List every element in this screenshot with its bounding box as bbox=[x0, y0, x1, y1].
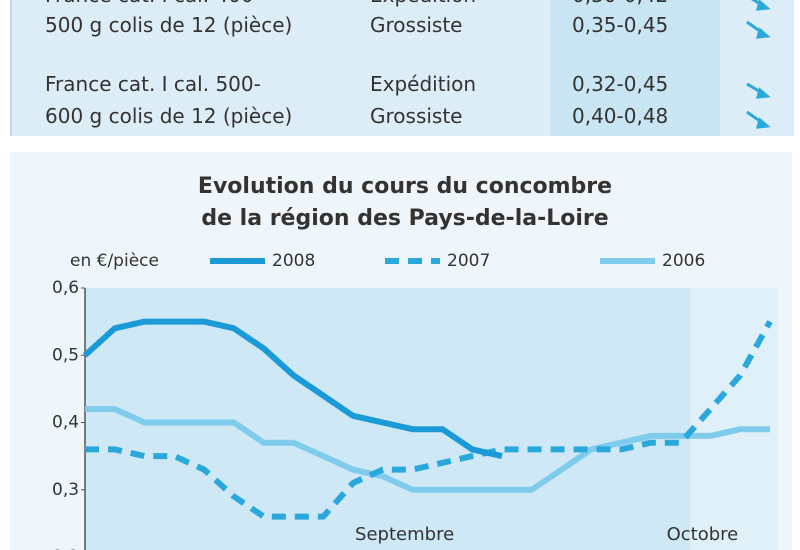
price: 0,35-0,45 bbox=[572, 13, 669, 37]
series-line bbox=[85, 406, 770, 493]
price: 0,32-0,45 bbox=[572, 72, 669, 96]
arrow-head bbox=[755, 27, 771, 39]
y-tick-label: 0,4 bbox=[52, 413, 79, 433]
stage: Expédition bbox=[370, 0, 476, 11]
price: 0,40-0,48 bbox=[572, 104, 669, 128]
plot-area bbox=[85, 288, 690, 550]
price-column bbox=[550, 0, 720, 136]
chart-title: de la région des Pays-de-la-Loire bbox=[201, 206, 608, 231]
y-tick-label: 0,2 bbox=[52, 547, 79, 550]
stage: Grossiste bbox=[370, 104, 463, 128]
legend-label: 2006 bbox=[662, 251, 705, 271]
y-tick-label: 0,6 bbox=[52, 278, 79, 298]
arrow-icons bbox=[746, 0, 771, 129]
x-tick-label: Octobre bbox=[667, 524, 739, 545]
trend-arrows bbox=[746, 0, 771, 129]
chart-title: Evolution du cours du concombre bbox=[198, 174, 612, 199]
product: France cat. I cal. 400- bbox=[45, 0, 261, 11]
price: 0,30-0,42 bbox=[572, 0, 668, 11]
legend-label: 2007 bbox=[447, 251, 490, 271]
product: 500 g colis de 12 (pièce) bbox=[45, 13, 293, 37]
price-table: France cat. I cal. 400- 500 g colis de 1… bbox=[10, 0, 794, 136]
product: 600 g colis de 12 (pièce) bbox=[45, 104, 293, 128]
y-tick-label: 0,3 bbox=[52, 480, 79, 500]
series-line bbox=[85, 320, 773, 520]
stage: Expédition bbox=[370, 72, 477, 96]
x-tick-label: Septembre bbox=[355, 524, 454, 545]
product: France cat. I cal. 500- bbox=[45, 72, 261, 96]
legend-label: 2008 bbox=[272, 251, 315, 271]
stage: Grossiste bbox=[370, 13, 463, 37]
arrow-head bbox=[755, 117, 771, 129]
y-tick-label: 0,5 bbox=[52, 345, 79, 365]
arrow-head bbox=[755, 0, 771, 11]
series-line bbox=[82, 318, 503, 460]
arrow-head bbox=[755, 87, 771, 99]
y-axis-label: en €/pièce bbox=[70, 251, 159, 271]
